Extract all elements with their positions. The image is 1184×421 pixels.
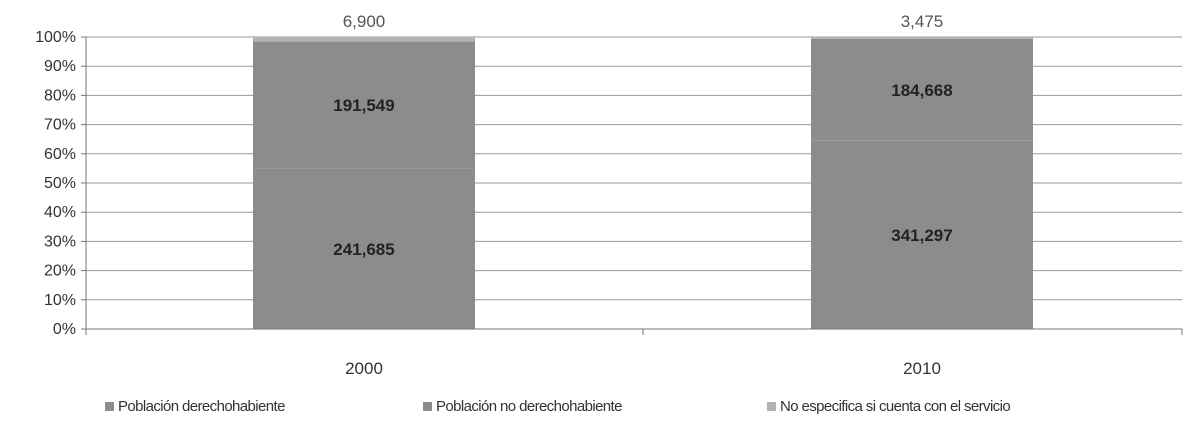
y-tick-label: 60%: [44, 146, 76, 163]
legend-swatch: [767, 402, 776, 411]
data-label: 341,297: [891, 226, 952, 245]
legend-label: Población derechohabiente: [118, 398, 285, 415]
x-tick-label: 2000: [345, 359, 383, 378]
y-tick-label: 70%: [44, 117, 76, 134]
y-tick-label: 40%: [44, 204, 76, 221]
bar-segment: [253, 37, 475, 42]
bar-segment: [811, 38, 1033, 141]
data-label: 6,900: [343, 12, 386, 31]
y-tick-label: 30%: [44, 233, 76, 250]
y-tick-label: 100%: [35, 29, 76, 46]
legend-swatch: [105, 402, 114, 411]
bar-segment: [253, 168, 475, 329]
y-tick-label: 80%: [44, 87, 76, 104]
x-tick-label: 2010: [903, 359, 941, 378]
y-tick-label: 90%: [44, 58, 76, 75]
bar-segment: [811, 37, 1033, 39]
y-tick-label: 10%: [44, 292, 76, 309]
data-label: 184,668: [891, 81, 952, 100]
y-tick-label: 0%: [53, 321, 76, 338]
bars: [253, 37, 1033, 329]
y-tick-label: 20%: [44, 263, 76, 280]
bar-segment: [253, 41, 475, 169]
stacked-bar-chart: 0% 10% 20% 30% 40% 50% 60% 70% 80% 90% 100% 2000 201…: [35, 12, 1183, 378]
legend-item: Población derechohabiente: [105, 398, 285, 415]
legend-label: No especifica si cuenta con el servicio: [780, 398, 1011, 415]
data-label: 241,685: [333, 240, 394, 259]
axes: 0% 10% 20% 30% 40% 50% 60% 70% 80% 90% 100% 2000 201…: [35, 29, 1183, 378]
data-labels: 241,685 191,549 6,900 341,297 184,668 3,475: [333, 12, 952, 259]
legend-item: No especifica si cuenta con el servicio: [767, 398, 1011, 415]
legend-swatch: [423, 402, 432, 411]
data-label: 3,475: [901, 12, 944, 31]
data-label: 191,549: [333, 96, 394, 115]
legend-label: Población no derechohabiente: [436, 398, 622, 415]
legend-item: Población no derechohabiente: [423, 398, 622, 415]
y-tick-label: 50%: [44, 175, 76, 192]
legend: Población derechohabiente Población no de…: [0, 398, 1184, 418]
bar-segment: [811, 140, 1033, 329]
